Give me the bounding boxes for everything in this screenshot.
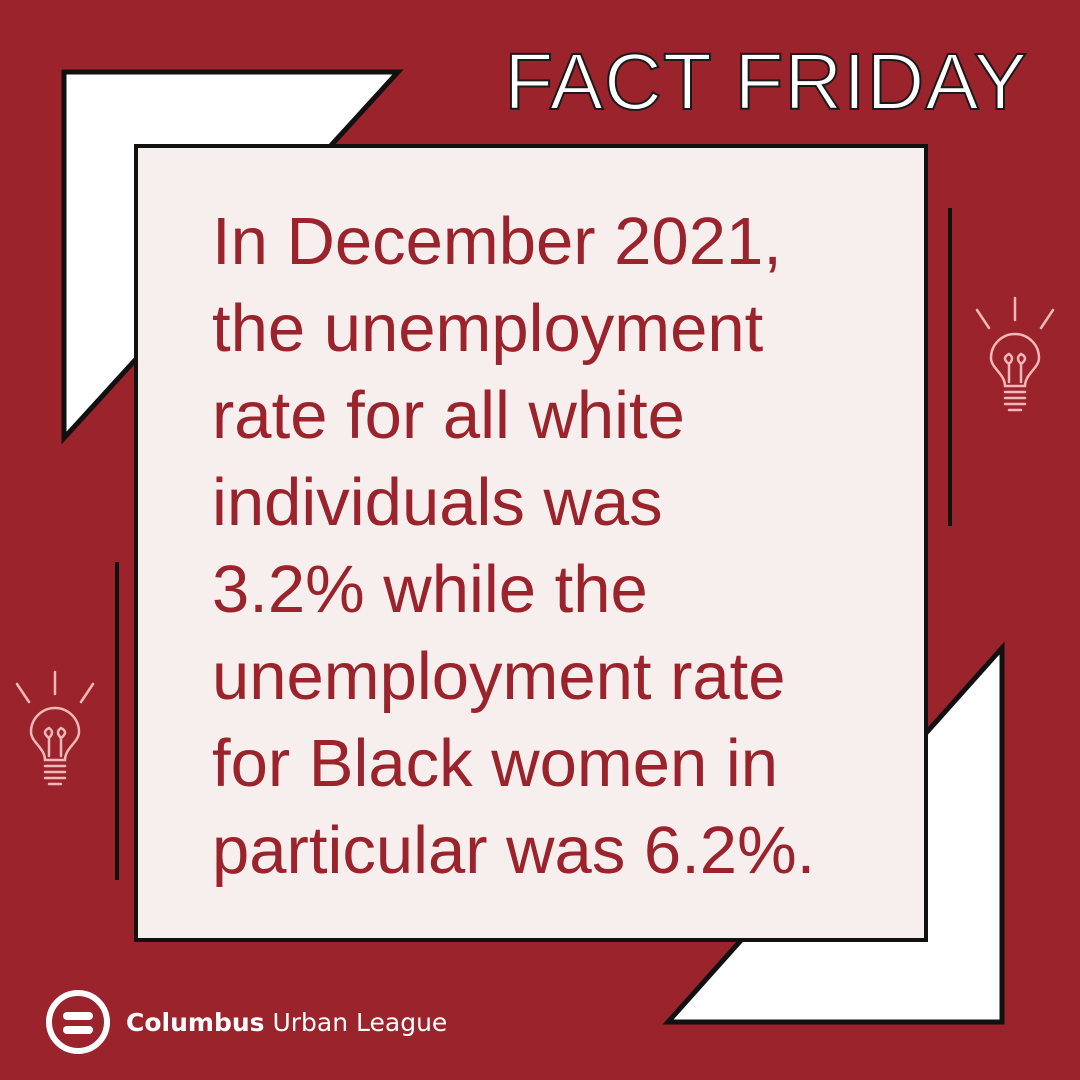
fact-line: In December 2021,	[212, 204, 782, 279]
org-name-rest: Urban League	[264, 1007, 448, 1037]
fact-line: for Black women in	[212, 726, 778, 801]
fact-line: 3.2% while the	[212, 552, 648, 627]
fact-line: particular was 6.2%.	[212, 813, 816, 888]
org-logo: Columbus Urban League	[46, 990, 447, 1054]
lightbulb-icon	[15, 670, 95, 786]
fact-line: rate for all white	[212, 378, 685, 453]
lightbulb-icon	[975, 296, 1055, 412]
equal-sign-logo-icon	[46, 990, 110, 1054]
org-name: Columbus Urban League	[126, 1008, 447, 1037]
fact-line: unemployment rate	[212, 639, 786, 714]
fact-line: the unemployment	[212, 291, 764, 366]
fact-card: In December 2021, the unemployment rate …	[134, 144, 928, 942]
fact-line: individuals was	[212, 465, 663, 540]
headline: FACT FRIDAY	[503, 37, 1028, 126]
org-name-bold: Columbus	[126, 1007, 265, 1037]
fact-text: In December 2021, the unemployment rate …	[212, 198, 912, 894]
